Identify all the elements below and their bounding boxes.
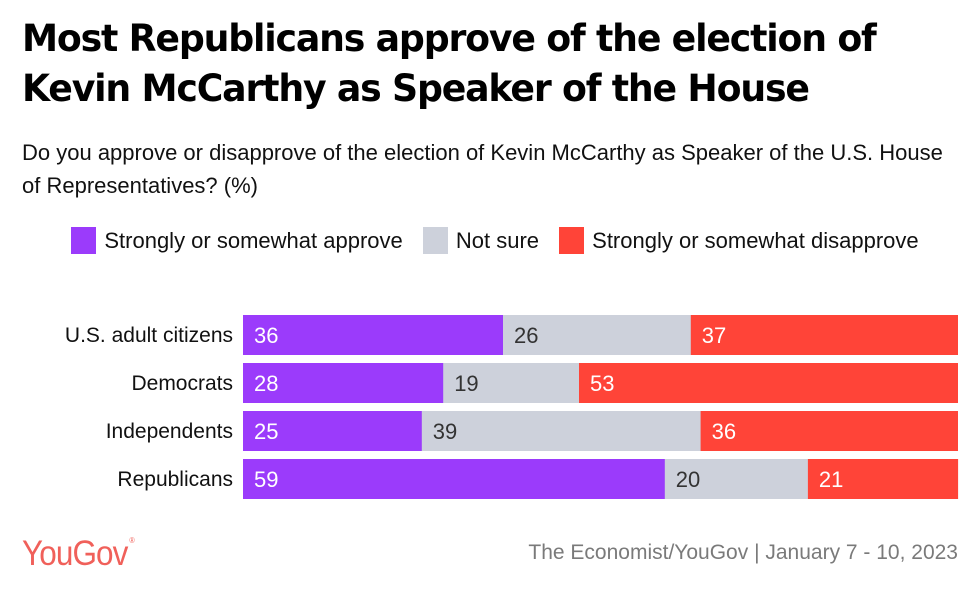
stacked-bar-chart: U.S. adult citizens 36 26 37 Democrats 28 19 53…: [65, 315, 959, 499]
legend-item-disapprove: Strongly or somewhat disapprove: [559, 227, 919, 254]
legend-label-disapprove: Strongly or somewhat disapprove: [592, 228, 919, 253]
bar-segment-not-sure: [421, 411, 702, 451]
bar-segment-strongly-or-somewhat-disapprove: [807, 459, 959, 499]
legend-item-not-sure: Not sure: [422, 227, 540, 254]
registered-mark: ®: [129, 536, 134, 545]
data-label-strongly-or-somewhat-disapprove: 21: [819, 467, 843, 492]
bar-row-republicans: Republicans 59 20 21: [117, 459, 959, 499]
bar-segment-not-sure: [664, 459, 809, 499]
data-label-not-sure: 20: [676, 467, 700, 492]
data-label-not-sure: 19: [454, 371, 478, 396]
bar-segment-strongly-or-somewhat-disapprove: [579, 363, 958, 403]
legend-item-approve: Strongly or somewhat approve: [71, 227, 403, 254]
source-note: The Economist/YouGov | January 7 - 10, 2…: [528, 541, 958, 564]
bar-segment-strongly-or-somewhat-approve: [243, 411, 423, 451]
legend-swatch-not-sure: [422, 227, 448, 254]
data-label-strongly-or-somewhat-approve: 59: [254, 467, 278, 492]
data-label-strongly-or-somewhat-approve: 36: [254, 323, 278, 348]
data-label-not-sure: 26: [514, 323, 538, 348]
bar-segment-strongly-or-somewhat-approve: [243, 315, 504, 355]
category-label: U.S. adult citizens: [65, 324, 233, 347]
category-label: Democrats: [131, 372, 233, 395]
legend-label-not-sure: Not sure: [455, 228, 540, 253]
bar-row-democrats: Democrats 28 19 53: [131, 363, 958, 403]
yougov-logo: YouGov ®: [22, 534, 135, 574]
bar-segment-strongly-or-somewhat-approve: [243, 363, 444, 403]
legend-label-approve: Strongly or somewhat approve: [104, 228, 403, 253]
bar-segment-strongly-or-somewhat-disapprove: [690, 315, 958, 355]
data-label-strongly-or-somewhat-disapprove: 53: [590, 371, 614, 396]
category-label: Independents: [106, 420, 233, 443]
data-label-strongly-or-somewhat-approve: 25: [254, 419, 278, 444]
bar-row-u-s-adult-citizens: U.S. adult citizens 36 26 37: [65, 315, 958, 355]
legend-swatch-disapprove: [559, 227, 585, 254]
chart-title: Most Republicans approve of the election…: [22, 17, 877, 110]
legend-swatch-approve: [71, 227, 97, 254]
chart-subtitle: Do you approve or disapprove of the elec…: [22, 140, 943, 198]
yougov-logo-text: YouGov: [22, 534, 128, 573]
bar-segment-strongly-or-somewhat-approve: [243, 459, 666, 499]
data-label-strongly-or-somewhat-approve: 28: [254, 371, 278, 396]
bar-segment-not-sure: [443, 363, 580, 403]
data-label-not-sure: 39: [433, 419, 457, 444]
legend: Strongly or somewhat approve Not sure St…: [60, 224, 930, 258]
bar-row-independents: Independents 25 39 36: [106, 411, 958, 451]
data-label-strongly-or-somewhat-disapprove: 37: [702, 323, 726, 348]
bar-segment-not-sure: [503, 315, 692, 355]
data-label-strongly-or-somewhat-disapprove: 36: [712, 419, 736, 444]
category-label: Republicans: [117, 468, 233, 491]
bar-segment-strongly-or-somewhat-disapprove: [700, 411, 958, 451]
